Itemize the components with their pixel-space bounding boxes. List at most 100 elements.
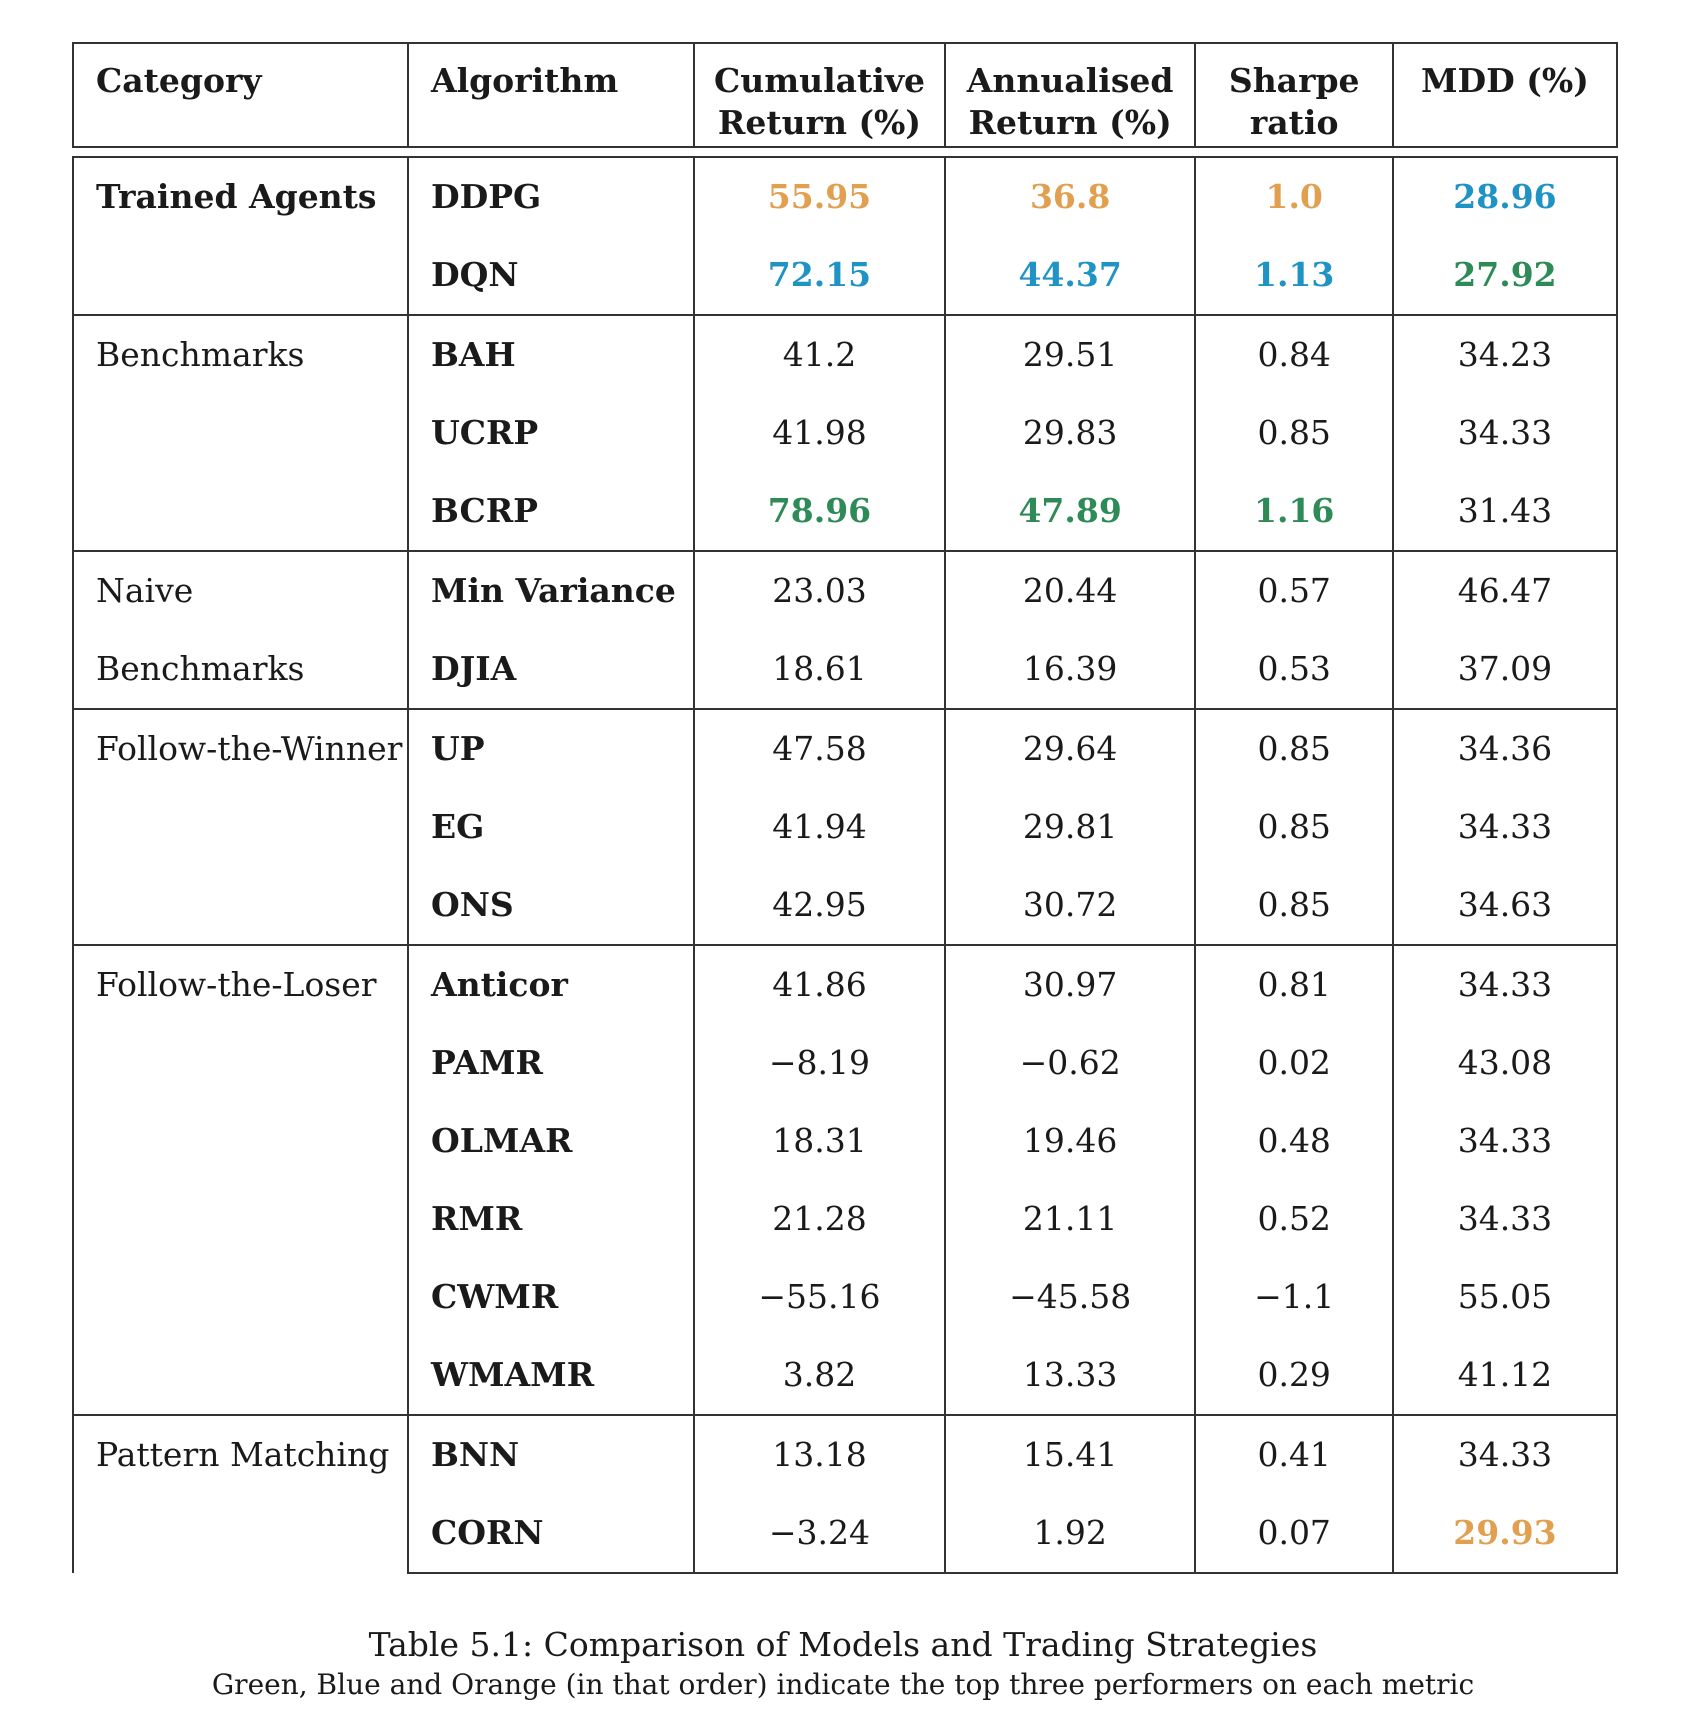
annualised-cell: 36.8 (943, 156, 1197, 236)
algorithm-cell: Anticor (406, 944, 696, 1024)
header-annualised-line1: Annualised (966, 61, 1174, 100)
header-sharpe-ratio: Sharpe ratio (1194, 42, 1394, 148)
cumulative-cell: 18.31 (693, 1102, 946, 1180)
sharpe-cell: 0.29 (1194, 1336, 1394, 1416)
table-row: RMR 21.28 21.11 0.52 34.33 (73, 1180, 1619, 1258)
annualised-cell: 29.83 (943, 394, 1197, 472)
annualised-cell: 1.92 (943, 1494, 1197, 1574)
header-category: Category (72, 42, 409, 148)
algorithm-cell: ONS (406, 866, 696, 946)
table-group: Follow-the-Winner UP 47.58 29.64 0.85 34.36 EG… (72, 708, 1619, 946)
mdd-cell: 34.33 (1391, 1414, 1619, 1494)
algorithm-cell: UCRP (406, 394, 696, 472)
cumulative-cell: −55.16 (693, 1258, 946, 1336)
annualised-cell: 21.11 (943, 1180, 1197, 1258)
annualised-cell: 16.39 (943, 630, 1197, 710)
table-group: Trained Agents DDPG 55.95 36.8 1.0 28.96 DQN 72… (72, 156, 1619, 316)
category-cell: Follow-the-Winner (72, 708, 409, 945)
cumulative-cell: 42.95 (693, 866, 946, 946)
table-row: UCRP 41.98 29.83 0.85 34.33 (73, 394, 1619, 472)
table-header: Category Algorithm Cumulative Return (%)… (72, 42, 1619, 148)
sharpe-cell: 1.13 (1194, 236, 1394, 316)
algorithm-cell: EG (406, 788, 696, 866)
mdd-cell: 43.08 (1391, 1024, 1619, 1102)
cumulative-cell: 55.95 (693, 156, 946, 236)
algorithm-cell: BAH (406, 314, 696, 394)
mdd-cell: 34.33 (1391, 944, 1619, 1024)
header-annualised-return: Annualised Return (%) (943, 42, 1197, 148)
table-group: Pattern Matching BNN 13.18 15.41 0.41 34.33 CO… (72, 1414, 1619, 1574)
header-sharpe-line1: Sharpe (1228, 61, 1360, 100)
algorithm-cell: PAMR (406, 1024, 696, 1102)
table-row: Follow-the-Loser Anticor 41.86 30.97 0.81 34.… (72, 944, 1619, 1415)
annualised-cell: 29.81 (943, 788, 1197, 866)
algorithm-cell: CWMR (406, 1258, 696, 1336)
annualised-cell: 29.51 (943, 314, 1197, 394)
header-cumulative-line1: Cumulative (713, 61, 925, 100)
table-row: ONS 42.95 30.72 0.85 34.63 (73, 866, 1619, 946)
table-row: DQN 72.15 44.37 1.13 27.92 (73, 236, 1619, 316)
header-annualised-line2: Return (%) (968, 103, 1172, 142)
category-cell: Benchmarks (72, 314, 409, 551)
annualised-cell: 47.89 (943, 472, 1197, 552)
algorithm-cell: OLMAR (406, 1102, 696, 1180)
sharpe-cell: 0.02 (1194, 1024, 1394, 1102)
sharpe-cell: 0.85 (1194, 708, 1394, 788)
category-cell: Trained Agents (72, 156, 409, 315)
cumulative-cell: 3.82 (693, 1336, 946, 1416)
annualised-cell: 30.72 (943, 866, 1197, 946)
sharpe-cell: −1.1 (1194, 1258, 1394, 1336)
comparison-table-body: Trained Agents DDPG 55.95 36.8 1.0 28.96 DQN 72… (72, 156, 1619, 1574)
table-caption: Table 5.1: Comparison of Models and Trad… (0, 1624, 1686, 1704)
caption-legend-note: Green, Blue and Orange (in that order) i… (211, 1668, 1475, 1701)
table-row: Benchmarks BAH 41.2 29.51 0.84 34.23 (72, 314, 1619, 551)
mdd-cell: 31.43 (1391, 472, 1619, 552)
table-row: Trained Agents DDPG 55.95 36.8 1.0 28.96 (72, 156, 1619, 315)
table-row: WMAMR 3.82 13.33 0.29 41.12 (73, 1336, 1619, 1416)
table-group: Follow-the-Loser Anticor 41.86 30.97 0.81 34.… (72, 944, 1619, 1416)
cumulative-cell: 72.15 (693, 236, 946, 316)
algorithm-cell: DJIA (406, 630, 696, 710)
table-group: Naive Benchmarks Min Variance 23.03 20.44 0.… (72, 550, 1619, 710)
algorithm-cell: BNN (406, 1414, 696, 1494)
table-row: DJIA 18.61 16.39 0.53 37.09 (73, 630, 1619, 710)
sharpe-cell: 0.85 (1194, 394, 1394, 472)
table-row: Follow-the-Winner UP 47.58 29.64 0.85 34.36 (72, 708, 1619, 945)
cumulative-cell: 41.98 (693, 394, 946, 472)
cumulative-cell: 41.94 (693, 788, 946, 866)
cumulative-cell: 78.96 (693, 472, 946, 552)
mdd-cell: 37.09 (1391, 630, 1619, 710)
annualised-cell: 44.37 (943, 236, 1197, 316)
table-row: Naive Benchmarks Min Variance 23.03 20.44 0.… (72, 550, 1619, 709)
annualised-cell: −45.58 (943, 1258, 1197, 1336)
sharpe-cell: 0.52 (1194, 1180, 1394, 1258)
table-row: BCRP 78.96 47.89 1.16 31.43 (73, 472, 1619, 552)
mdd-cell: 28.96 (1391, 156, 1619, 236)
annualised-cell: 30.97 (943, 944, 1197, 1024)
table-row: EG 41.94 29.81 0.85 34.33 (73, 788, 1619, 866)
sharpe-cell: 0.85 (1194, 866, 1394, 946)
mdd-cell: 34.23 (1391, 314, 1619, 394)
algorithm-cell: RMR (406, 1180, 696, 1258)
caption-title: Table 5.1: Comparison of Models and Trad… (368, 1625, 1318, 1664)
header-mdd: MDD (%) (1391, 42, 1619, 148)
algorithm-cell: UP (406, 708, 696, 788)
header-algorithm: Algorithm (406, 42, 696, 148)
sharpe-cell: 0.85 (1194, 788, 1394, 866)
cumulative-cell: 21.28 (693, 1180, 946, 1258)
mdd-cell: 41.12 (1391, 1336, 1619, 1416)
table-row: CWMR −55.16 −45.58 −1.1 55.05 (73, 1258, 1619, 1336)
annualised-cell: 19.46 (943, 1102, 1197, 1180)
sharpe-cell: 0.84 (1194, 314, 1394, 394)
cumulative-cell: 23.03 (693, 550, 946, 630)
table-row: CORN −3.24 1.92 0.07 29.93 (73, 1494, 1619, 1574)
cumulative-cell: 18.61 (693, 630, 946, 710)
header-sharpe-line2: ratio (1249, 103, 1339, 142)
results-table-container: Category Algorithm Cumulative Return (%)… (72, 42, 1619, 1574)
category-cell: Pattern Matching (72, 1414, 409, 1573)
annualised-cell: 13.33 (943, 1336, 1197, 1416)
mdd-cell: 29.93 (1391, 1494, 1619, 1574)
algorithm-cell: CORN (406, 1494, 696, 1574)
header-cumulative-return: Cumulative Return (%) (693, 42, 946, 148)
category-cell: Naive Benchmarks (72, 550, 409, 709)
